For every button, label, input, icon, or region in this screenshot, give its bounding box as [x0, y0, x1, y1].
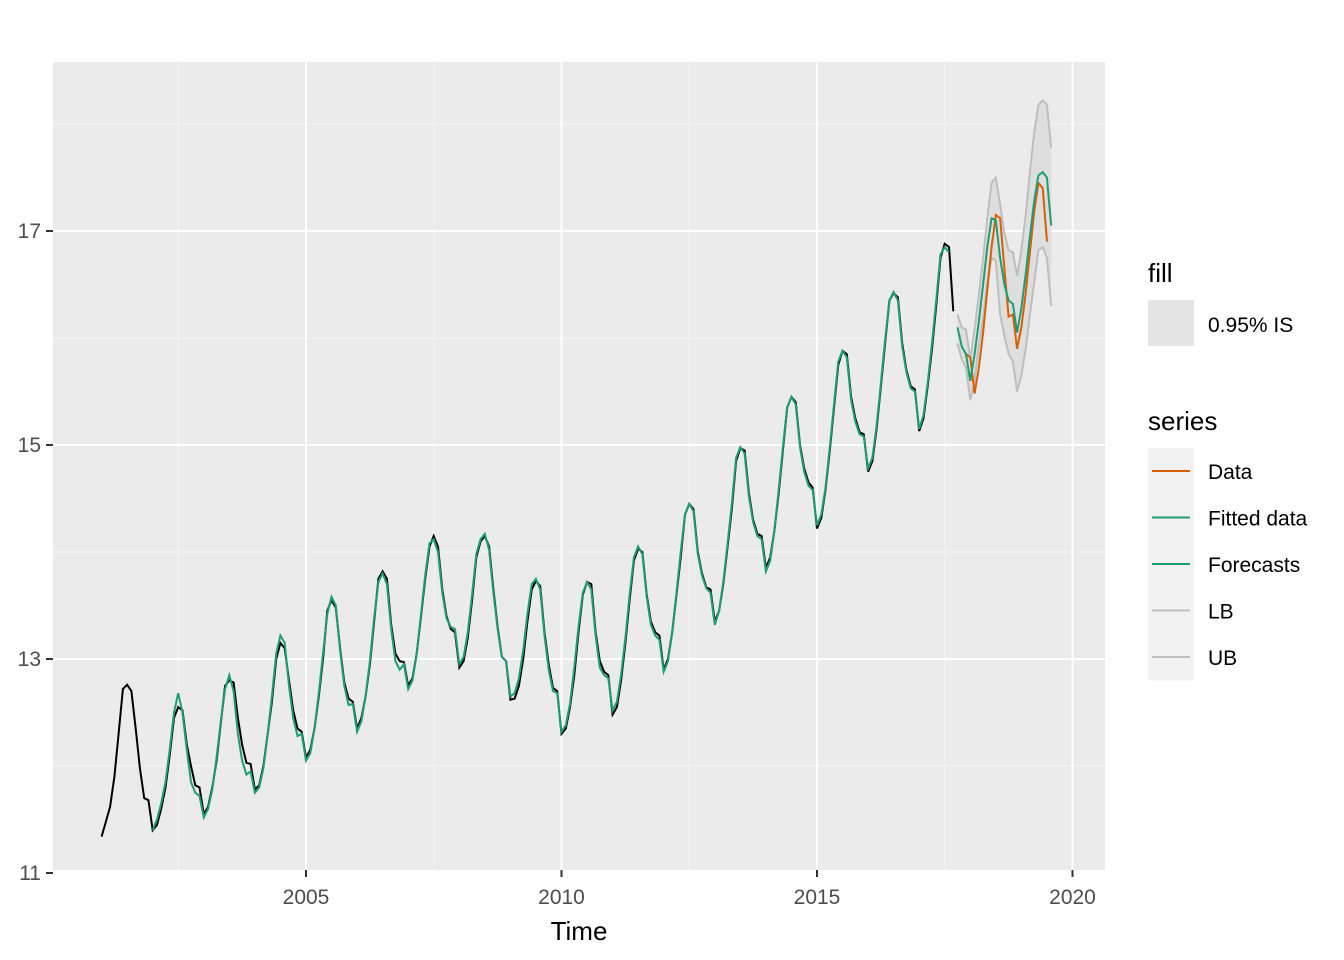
x-tick-label: 2005: [283, 886, 330, 909]
legend-label: Fitted data: [1208, 508, 1308, 531]
y-tick-label: 17: [18, 220, 41, 243]
series-lines: [100, 99, 1053, 837]
fill-legend-title: fill: [1148, 258, 1173, 288]
series-legend: series Data Fitted data Forecasts LB UB: [1148, 406, 1308, 681]
legend-label: LB: [1208, 601, 1234, 624]
plot-panel: [53, 62, 1105, 870]
grid-lines: [53, 62, 1105, 874]
x-tick-label: 2020: [1049, 886, 1096, 909]
fill-legend: fill 0.95% IS: [1148, 258, 1293, 346]
fill-legend-label: 0.95% IS: [1208, 314, 1293, 337]
fitted-line: [151, 245, 950, 831]
axes: 11 13 15 17 2005 2010 2015 2020: [18, 220, 1096, 909]
legend-label: UB: [1208, 647, 1237, 670]
x-tick-label: 2010: [538, 886, 585, 909]
ub-line: [956, 99, 1053, 360]
x-tick-label: 2015: [794, 886, 841, 909]
fill-legend-key: [1148, 300, 1194, 346]
x-axis-title: Time: [551, 916, 608, 946]
y-tick-label: 15: [18, 434, 41, 457]
series-legend-title: series: [1148, 406, 1217, 436]
legend-label: Data: [1208, 461, 1253, 484]
y-tick-label: 11: [19, 862, 41, 885]
forecast-line: [956, 170, 1053, 381]
legend-label: Forecasts: [1208, 554, 1300, 577]
y-tick-label: 13: [18, 648, 41, 671]
